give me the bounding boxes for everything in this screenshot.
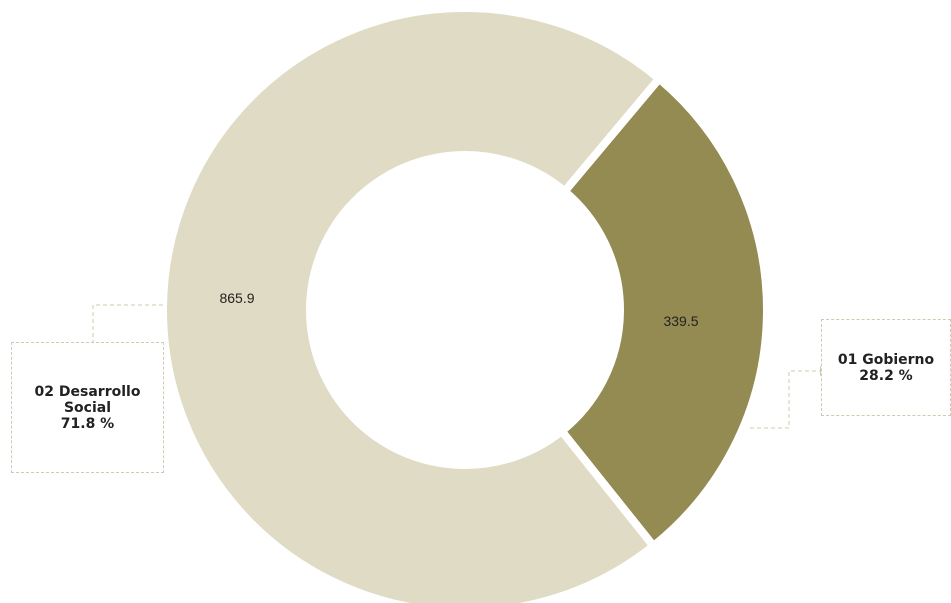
callout-desarrollo-social: 02 Desarrollo Social 71.8 % xyxy=(11,342,164,473)
leader-line-gobierno xyxy=(750,370,822,429)
slice-value-desarrollo-social: 865.9 xyxy=(219,290,254,306)
slice-value-gobierno: 339.5 xyxy=(663,313,698,329)
callout-gobierno-name: 01 Gobierno xyxy=(837,351,935,368)
leader-line-social xyxy=(92,304,163,358)
donut-slice-02-desarrollo-social xyxy=(159,4,665,603)
donut-slices xyxy=(159,4,771,603)
callout-desarrollo-social-name-line1: 02 Desarrollo xyxy=(34,383,141,400)
slice-value-labels: 865.9 339.5 xyxy=(219,290,698,329)
callout-desarrollo-social-name-line2: Social xyxy=(63,399,112,416)
donut-slice-01-gobierno xyxy=(556,73,771,552)
callout-gobierno: 01 Gobierno 28.2 % xyxy=(821,319,951,416)
callout-desarrollo-social-percent: 71.8 % xyxy=(60,415,115,432)
callout-gobierno-percent: 28.2 % xyxy=(859,367,913,384)
